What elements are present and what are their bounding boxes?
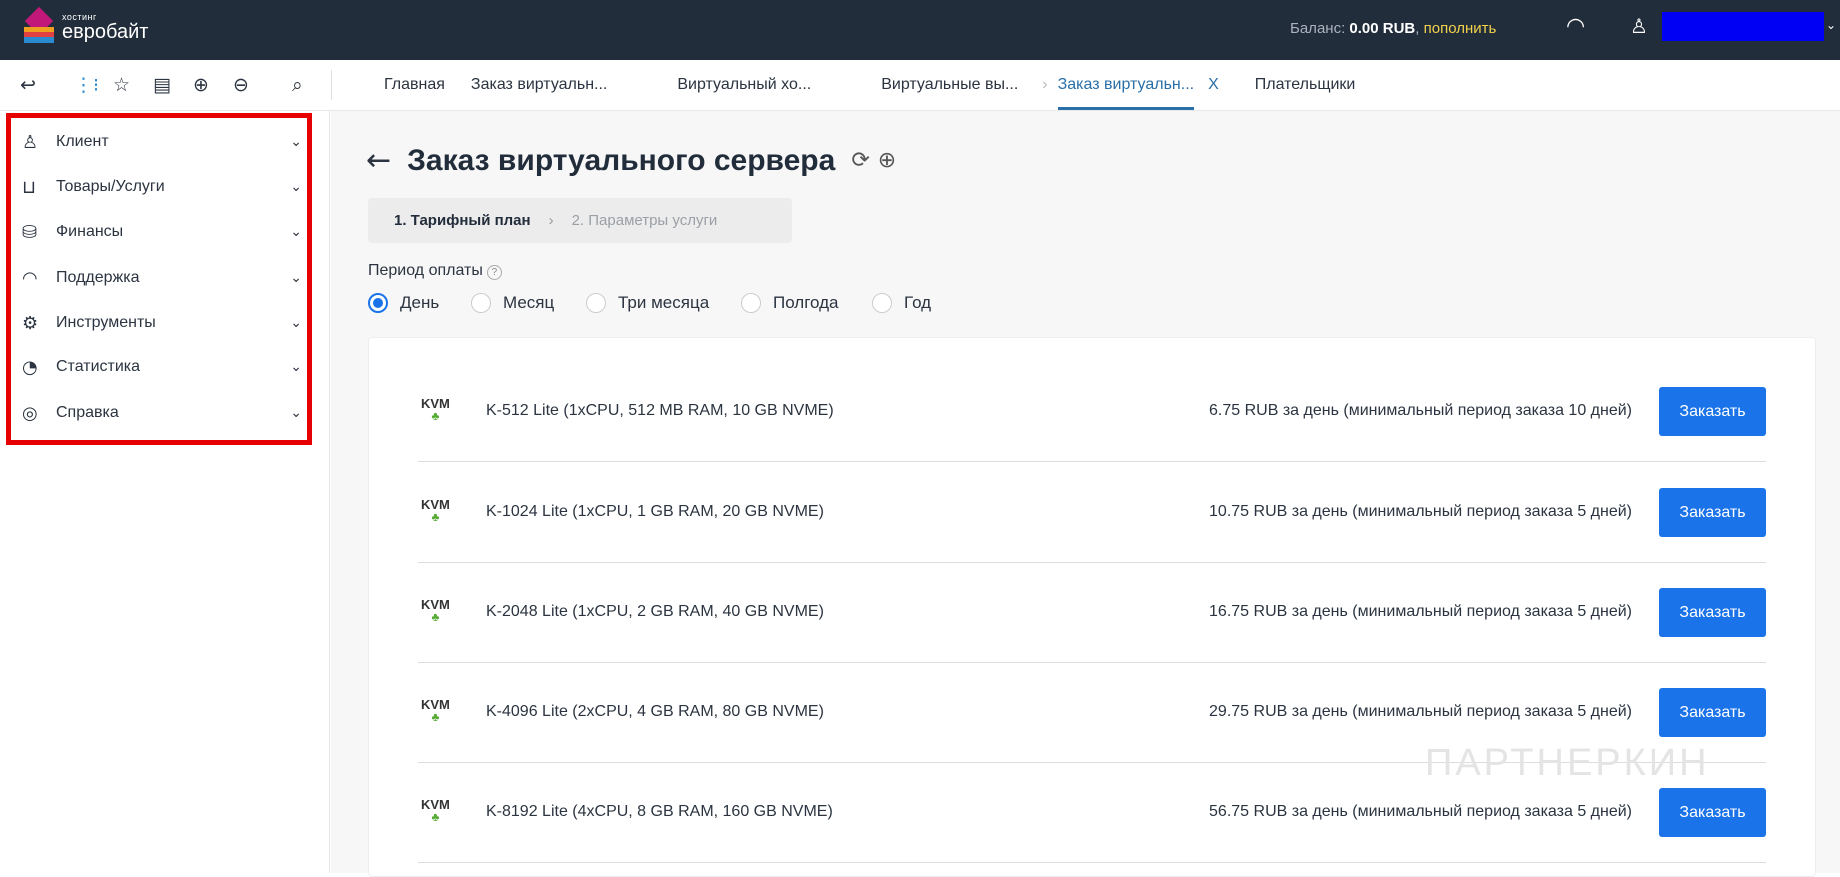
- radio-month[interactable]: Месяц: [471, 293, 554, 313]
- highlight-box: [6, 113, 312, 445]
- clipboard-icon[interactable]: ▤: [153, 74, 171, 96]
- headset-icon: ◠: [22, 267, 38, 289]
- globe-icon[interactable]: ⊕: [877, 148, 897, 173]
- chevron-down-icon: ⌄: [290, 405, 302, 421]
- topup-link[interactable]: пополнить: [1423, 20, 1497, 37]
- tab-payers[interactable]: Плательщики: [1254, 76, 1356, 93]
- step-1: 1. Тарифный план: [394, 212, 531, 229]
- radio-half-year[interactable]: Полгода: [741, 293, 839, 313]
- kvm-logo: KVM ♣: [421, 497, 450, 524]
- minus-circle-icon[interactable]: ⊖: [233, 74, 249, 96]
- steps-breadcrumb: 1. Тарифный план › 2. Параметры услуги: [368, 198, 792, 243]
- logo-small-text: хостинг: [62, 12, 97, 22]
- sidebar-item-support[interactable]: ◠ Поддержка ⌄: [22, 267, 302, 289]
- plan-name: K-512 Lite (1xCPU, 512 MB RAM, 10 GB NVM…: [486, 402, 834, 419]
- basket-icon: ⊔: [22, 176, 37, 198]
- plan-price: 16.75 RUB за день (минимальный период за…: [1209, 603, 1632, 620]
- plan-price: 6.75 RUB за день (минимальный период зак…: [1209, 402, 1632, 419]
- coins-icon: ⛁: [22, 221, 38, 243]
- top-header: [0, 0, 1840, 60]
- chevron-down-icon: ⌄: [290, 315, 302, 331]
- kvm-logo: KVM ♣: [421, 797, 450, 824]
- sidebar: [0, 111, 330, 873]
- tree-icon[interactable]: ⋮⁝: [74, 74, 100, 96]
- kvm-logo: KVM ♣: [421, 697, 450, 724]
- plan-name: K-1024 Lite (1xCPU, 1 GB RAM, 20 GB NVME…: [486, 503, 824, 520]
- title-row: ← Заказ виртуального сервера ⟳ ⊕: [366, 143, 896, 178]
- period-label: Период оплаты?: [368, 262, 502, 280]
- plan-row: KVM ♣ K-512 Lite (1xCPU, 512 MB RAM, 10 GB…: [418, 362, 1766, 462]
- sidebar-item-tools[interactable]: ⚙ Инструменты ⌄: [22, 312, 302, 334]
- plan-row: KVM ♣ K-4096 Lite (2xCPU, 4 GB RAM, 80 GB …: [418, 663, 1766, 763]
- user-menu-redacted[interactable]: [1662, 12, 1824, 41]
- kvm-logo: KVM ♣: [421, 597, 450, 624]
- plan-row: KVM ♣ K-1024 Lite (1xCPU, 1 GB RAM, 20 GB …: [418, 463, 1766, 563]
- help-icon[interactable]: ?: [486, 265, 502, 280]
- plan-price: 29.75 RUB за день (минимальный период за…: [1209, 703, 1632, 720]
- page-title: Заказ виртуального сервера: [407, 143, 836, 177]
- plan-price: 10.75 RUB за день (минимальный период за…: [1209, 503, 1632, 520]
- tab-order-vps-1[interactable]: Заказ виртуальн...: [470, 76, 608, 93]
- logo-cube-icon: [22, 6, 56, 45]
- order-button[interactable]: Заказать: [1659, 387, 1766, 436]
- back-arrow-icon[interactable]: ←: [366, 143, 392, 178]
- tab-home[interactable]: Главная: [384, 76, 445, 93]
- plan-row: KVM ♣ K-8192 Lite (4xCPU, 8 GB RAM, 160 GB…: [418, 763, 1766, 863]
- order-button[interactable]: Заказать: [1659, 588, 1766, 637]
- back-icon[interactable]: ↩: [20, 74, 36, 96]
- sidebar-item-client[interactable]: ♙ Клиент ⌄: [22, 131, 302, 153]
- radio-year[interactable]: Год: [872, 293, 931, 313]
- sidebar-item-goods[interactable]: ⊔ Товары/Услуги ⌄: [22, 176, 302, 198]
- watermark: ПАРТНЕРКИН: [1425, 742, 1710, 784]
- search-icon[interactable]: ⌕: [292, 74, 303, 96]
- logo[interactable]: хостинг евробайт: [22, 6, 149, 45]
- tab-bar: Главная Заказ виртуальн... Виртуальный х…: [384, 60, 1355, 110]
- tab-virtual-hosting[interactable]: Виртуальный хо...: [677, 76, 812, 93]
- star-icon[interactable]: ☆: [113, 74, 131, 96]
- lifebuoy-icon: ◎: [22, 402, 38, 424]
- headset-icon[interactable]: ◠: [1566, 14, 1586, 39]
- pie-chart-icon: ◔: [22, 356, 38, 378]
- radio-three-months[interactable]: Три месяца: [586, 293, 709, 313]
- order-button[interactable]: Заказать: [1659, 488, 1766, 537]
- close-tab-icon[interactable]: X: [1208, 76, 1219, 93]
- balance-value: 0.00 RUB: [1349, 20, 1416, 37]
- chevron-down-icon: ⌄: [290, 179, 302, 195]
- chevron-down-icon: ⌄: [290, 134, 302, 150]
- plan-row: KVM ♣ K-2048 Lite (1xCPU, 2 GB RAM, 40 GB …: [418, 563, 1766, 663]
- order-button[interactable]: Заказать: [1659, 788, 1766, 837]
- divider: [331, 70, 332, 100]
- sidebar-item-finance[interactable]: ⛁ Финансы ⌄: [22, 221, 302, 243]
- plan-price: 56.75 RUB за день (минимальный период за…: [1209, 803, 1632, 820]
- chevron-down-icon: ⌄: [290, 270, 302, 286]
- user-icon[interactable]: ♙: [1630, 14, 1648, 38]
- tab-order-vps-active[interactable]: Заказ виртуальн...: [1057, 60, 1195, 110]
- chevron-right-icon: ›: [548, 212, 554, 229]
- plus-circle-icon[interactable]: ⊕: [193, 74, 209, 96]
- chevron-down-icon: ⌄: [290, 359, 302, 375]
- step-2: 2. Параметры услуги: [571, 212, 718, 229]
- kvm-logo: KVM ♣: [421, 396, 450, 423]
- chevron-down-icon[interactable]: ⌄: [1826, 18, 1837, 32]
- logo-name: евробайт: [62, 21, 149, 43]
- chevron-down-icon: ⌄: [290, 224, 302, 240]
- chevron-right-icon: ›: [1042, 76, 1048, 93]
- sidebar-item-statistics[interactable]: ◔ Статистика ⌄: [22, 356, 302, 378]
- gear-icon: ⚙: [22, 312, 39, 334]
- toolbar: [0, 60, 1840, 111]
- plan-name: K-4096 Lite (2xCPU, 4 GB RAM, 80 GB NVME…: [486, 703, 824, 720]
- tab-virtual-servers[interactable]: Виртуальные вы...: [881, 76, 1019, 93]
- plan-name: K-2048 Lite (1xCPU, 2 GB RAM, 40 GB NVME…: [486, 603, 824, 620]
- refresh-icon[interactable]: ⟳: [851, 148, 870, 173]
- radio-day[interactable]: День: [368, 293, 439, 313]
- order-button[interactable]: Заказать: [1659, 688, 1766, 737]
- balance: Баланс: 0.00 RUB, пополнить: [1290, 20, 1497, 37]
- plan-name: K-8192 Lite (4xCPU, 8 GB RAM, 160 GB NVM…: [486, 803, 833, 820]
- client-icon: ♙: [22, 131, 39, 153]
- sidebar-item-help[interactable]: ◎ Справка ⌄: [22, 402, 302, 424]
- plans-card: [368, 337, 1816, 877]
